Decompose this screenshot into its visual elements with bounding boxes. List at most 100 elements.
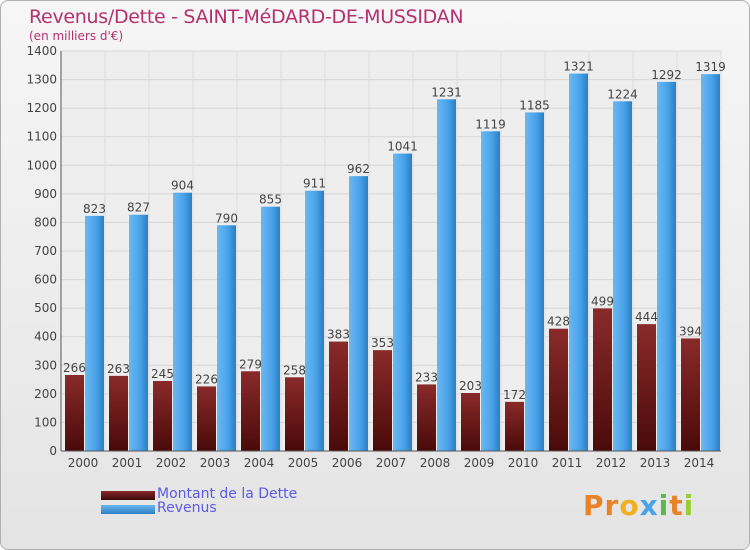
logo-letter: i xyxy=(683,489,695,522)
logo-letter: i xyxy=(658,489,670,522)
bar-revenue-2000 xyxy=(85,215,104,451)
bar-debt-2004 xyxy=(241,371,260,451)
data-label-debt-2009: 203 xyxy=(459,379,482,393)
data-label-debt-2003: 226 xyxy=(195,372,218,386)
data-label-revenue-2008: 1231 xyxy=(431,85,462,99)
bar-debt-2003 xyxy=(197,386,216,451)
bar-revenue-2014 xyxy=(701,74,720,452)
x-tick-label-2002: 2002 xyxy=(156,456,187,470)
bar-revenue-2012 xyxy=(613,101,632,452)
y-tick-label: 300 xyxy=(34,358,57,372)
data-label-debt-2007: 353 xyxy=(371,336,394,350)
data-label-revenue-2011: 1321 xyxy=(563,60,594,74)
data-label-debt-2011: 428 xyxy=(547,315,570,329)
data-label-revenue-2003: 790 xyxy=(215,211,238,225)
y-tick-label: 1300 xyxy=(26,73,57,87)
data-label-revenue-2014: 1319 xyxy=(695,60,726,74)
data-label-debt-2002: 245 xyxy=(151,367,174,381)
x-tick-label-2014: 2014 xyxy=(684,456,715,470)
data-label-revenue-2012: 1224 xyxy=(607,87,638,101)
data-label-debt-2013: 444 xyxy=(635,310,658,324)
data-label-revenue-2000: 823 xyxy=(83,202,106,216)
y-tick-label: 1000 xyxy=(26,158,57,172)
y-tick-label: 0 xyxy=(49,444,57,458)
bar-debt-2008 xyxy=(417,384,436,451)
bar-debt-2006 xyxy=(329,341,348,451)
bar-debt-2014 xyxy=(681,338,700,451)
data-label-revenue-2005: 911 xyxy=(303,177,326,191)
y-tick-label: 1200 xyxy=(26,101,57,115)
data-label-revenue-2006: 962 xyxy=(347,162,370,176)
chart-title: Revenus/Dette - SAINT-MéDARD-DE-MUSSIDAN xyxy=(29,6,464,28)
data-label-debt-2006: 383 xyxy=(327,328,350,342)
bar-revenue-2011 xyxy=(569,73,588,452)
x-tick-label-2006: 2006 xyxy=(332,456,363,470)
logo-letter: x xyxy=(639,489,659,522)
data-label-debt-2004: 279 xyxy=(239,357,262,371)
bar-debt-2005 xyxy=(285,377,304,451)
data-label-debt-2000: 266 xyxy=(63,361,86,375)
bar-debt-2002 xyxy=(153,381,172,451)
bar-revenue-2010 xyxy=(525,112,544,451)
x-tick-label-2012: 2012 xyxy=(596,456,627,470)
legend-swatch-revenue xyxy=(101,505,155,514)
data-label-revenue-2001: 827 xyxy=(127,201,150,215)
data-label-revenue-2013: 1292 xyxy=(651,68,682,82)
bar-debt-2013 xyxy=(637,324,656,451)
bar-revenue-2013 xyxy=(657,81,676,451)
bar-revenue-2001 xyxy=(129,214,148,451)
x-tick-label-2013: 2013 xyxy=(640,456,671,470)
legend-label-revenue: Revenus xyxy=(157,500,217,516)
logo-letter: P xyxy=(583,489,605,522)
bar-revenue-2007 xyxy=(393,153,412,452)
logo-letter: r xyxy=(604,489,620,522)
y-tick-label: 1100 xyxy=(26,130,57,144)
x-tick-label-2005: 2005 xyxy=(288,456,319,470)
data-label-debt-2012: 499 xyxy=(591,294,614,308)
bar-revenue-2005 xyxy=(305,190,324,451)
chart-subtitle: (en milliers d'€) xyxy=(29,29,124,43)
logo-letter: t xyxy=(669,489,684,522)
bar-debt-2001 xyxy=(109,375,128,451)
y-tick-label: 600 xyxy=(34,273,57,287)
data-label-debt-2014: 394 xyxy=(679,324,702,338)
x-tick-label-2004: 2004 xyxy=(244,456,275,470)
x-tick-label-2008: 2008 xyxy=(420,456,451,470)
logo-letter: o xyxy=(619,489,640,522)
bar-revenue-2002 xyxy=(173,192,192,451)
data-label-debt-2005: 258 xyxy=(283,363,306,377)
data-label-revenue-2004: 855 xyxy=(259,193,282,207)
bar-debt-2000 xyxy=(65,375,84,451)
y-tick-label: 100 xyxy=(34,415,57,429)
x-tick-label-2007: 2007 xyxy=(376,456,407,470)
data-label-revenue-2002: 904 xyxy=(171,179,194,193)
bar-debt-2012 xyxy=(593,308,612,451)
bar-revenue-2004 xyxy=(261,206,280,451)
x-tick-label-2011: 2011 xyxy=(552,456,583,470)
data-label-debt-2010: 172 xyxy=(503,388,526,402)
legend-label-debt: Montant de la Dette xyxy=(157,486,298,502)
y-tick-label: 200 xyxy=(34,387,57,401)
y-tick-label: 1400 xyxy=(26,44,57,58)
x-tick-label-2000: 2000 xyxy=(68,456,99,470)
y-tick-label: 400 xyxy=(34,330,57,344)
x-tick-label-2010: 2010 xyxy=(508,456,539,470)
data-label-revenue-2010: 1185 xyxy=(519,98,550,112)
y-tick-label: 900 xyxy=(34,187,57,201)
bar-revenue-2003 xyxy=(217,225,236,451)
y-tick-label: 800 xyxy=(34,215,57,229)
x-tick-label-2003: 2003 xyxy=(200,456,231,470)
bar-revenue-2008 xyxy=(437,99,456,452)
legend-swatch-debt xyxy=(101,491,155,500)
proxiti-logo: Proxiti xyxy=(583,489,694,522)
data-label-revenue-2009: 1119 xyxy=(475,117,506,131)
bar-revenue-2006 xyxy=(349,176,368,451)
bar-revenue-2009 xyxy=(481,131,500,452)
bar-debt-2007 xyxy=(373,350,392,451)
bar-debt-2010 xyxy=(505,401,524,451)
y-tick-label: 500 xyxy=(34,301,57,315)
x-tick-label-2001: 2001 xyxy=(112,456,143,470)
data-label-revenue-2007: 1041 xyxy=(387,140,418,154)
